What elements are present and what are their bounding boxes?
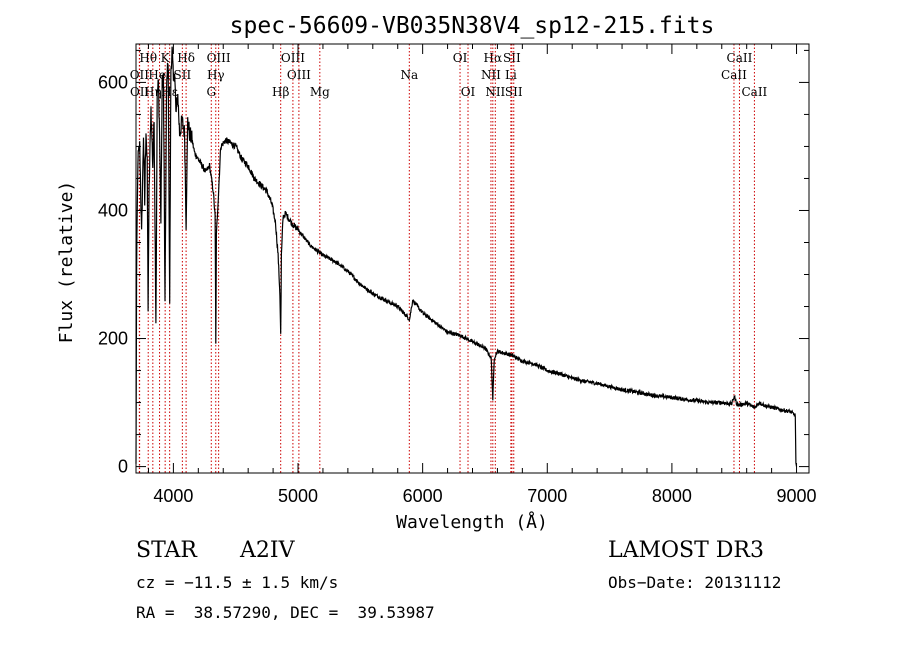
- line-mark-label-1: K: [161, 51, 171, 65]
- x-tick-label-4: 8000: [652, 486, 692, 506]
- line-mark-label-23: Mg: [310, 85, 330, 99]
- y-tick-label-3: 600: [98, 72, 128, 92]
- line-mark-label-5: OI: [453, 51, 468, 65]
- line-mark-label-25: NII: [485, 85, 505, 99]
- line-mark-label-14: Na: [400, 68, 418, 82]
- line-mark-label-16: Li: [505, 68, 517, 82]
- line-mark-label-12: Hγ: [207, 68, 225, 82]
- line-mark-label-13: OIII: [287, 68, 311, 82]
- info-object-class: STAR: [136, 538, 197, 563]
- line-mark-label-0: Hθ: [139, 51, 157, 65]
- info-coordinates: RA = 38.57290, DEC = 39.53987: [136, 603, 435, 622]
- line-mark-label-18: OII: [130, 85, 150, 99]
- line-mark-label-2: Hδ: [177, 51, 195, 65]
- info-survey: LAMOST DR3: [608, 538, 764, 563]
- line-mark-label-3: OIII: [207, 51, 231, 65]
- x-tick-label-0: 4000: [153, 486, 193, 506]
- line-mark-label-10: HeI: [148, 68, 171, 82]
- line-mark-label-27: CaII: [741, 85, 767, 99]
- line-mark-label-15: NII: [481, 68, 501, 82]
- info-obs-date: Obs−Date: 20131112: [608, 573, 782, 592]
- info-redshift: cz = −11.5 ± 1.5 km/s: [136, 573, 339, 592]
- x-tick-label-2: 6000: [403, 486, 443, 506]
- line-mark-label-7: SII: [503, 51, 521, 65]
- x-axis-label: Wavelength (Å): [396, 511, 548, 533]
- line-mark-label-11: SII: [174, 68, 192, 82]
- y-tick-label-0: 0: [118, 457, 128, 477]
- line-mark-label-26: SII: [505, 85, 523, 99]
- plot-frame: [135, 43, 810, 474]
- x-tick-label-1: 5000: [278, 486, 318, 506]
- line-mark-label-8: CaII: [727, 51, 753, 65]
- x-tick-label-5: 9000: [777, 486, 817, 506]
- line-mark-label-17: CaII: [721, 68, 747, 82]
- chart-title: spec-56609-VB035N38V4_sp12-215.fits: [230, 13, 715, 39]
- y-tick-label-1: 200: [98, 329, 128, 349]
- axes-layer: 4000 5000 6000 7000 8000 9000 0 200 400 600: [98, 44, 817, 506]
- x-tick-label-3: 7000: [527, 486, 567, 506]
- line-mark-label-22: Hβ: [272, 85, 289, 99]
- y-axis-label: Flux (relative): [56, 181, 77, 344]
- line-mark-label-6: Hα: [484, 51, 503, 65]
- info-subclass: A2IV: [240, 538, 295, 563]
- line-mark-label-9: OII: [130, 68, 150, 82]
- spectrum-series-line: [135, 46, 798, 467]
- line-mark-label-21: G: [206, 85, 216, 99]
- line-mark-label-4: OIII: [281, 51, 305, 65]
- line-mark-label-20: Hε: [161, 85, 178, 99]
- line-mark-label-24: OI: [461, 85, 476, 99]
- y-tick-label-2: 400: [98, 200, 128, 220]
